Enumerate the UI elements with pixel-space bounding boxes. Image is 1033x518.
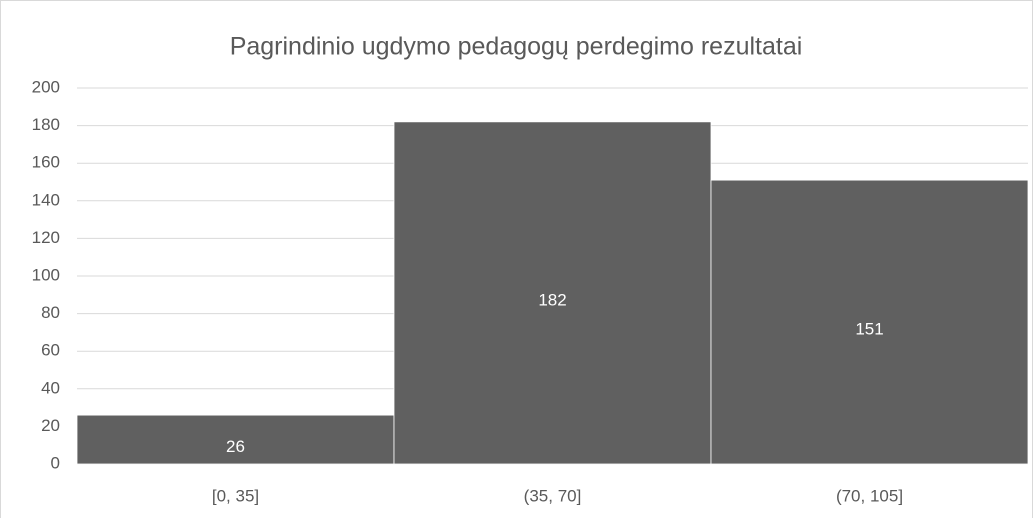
data-label: 26 bbox=[226, 437, 245, 456]
x-tick-label: [0, 35] bbox=[212, 486, 259, 505]
y-tick-label: 20 bbox=[41, 416, 60, 435]
bar bbox=[76, 414, 395, 465]
x-tick-label: (35, 70] bbox=[524, 486, 582, 505]
data-label: 151 bbox=[855, 320, 883, 339]
y-tick-label: 100 bbox=[32, 265, 60, 284]
bar bbox=[710, 179, 1029, 465]
data-label: 182 bbox=[538, 290, 566, 309]
y-tick-label: 60 bbox=[41, 341, 60, 360]
y-tick-label: 200 bbox=[32, 77, 60, 96]
y-tick-label: 120 bbox=[32, 228, 60, 247]
y-tick-label: 180 bbox=[32, 115, 60, 134]
y-tick-label: 40 bbox=[41, 378, 60, 397]
y-tick-label: 160 bbox=[32, 153, 60, 172]
y-tick-label: 80 bbox=[41, 303, 60, 322]
y-tick-label: 0 bbox=[51, 453, 60, 472]
chart-title: Pagrindinio ugdymo pedagogų perdegimo re… bbox=[230, 33, 803, 61]
x-tick-label: (70, 105] bbox=[836, 486, 903, 505]
y-tick-label: 140 bbox=[32, 190, 60, 209]
